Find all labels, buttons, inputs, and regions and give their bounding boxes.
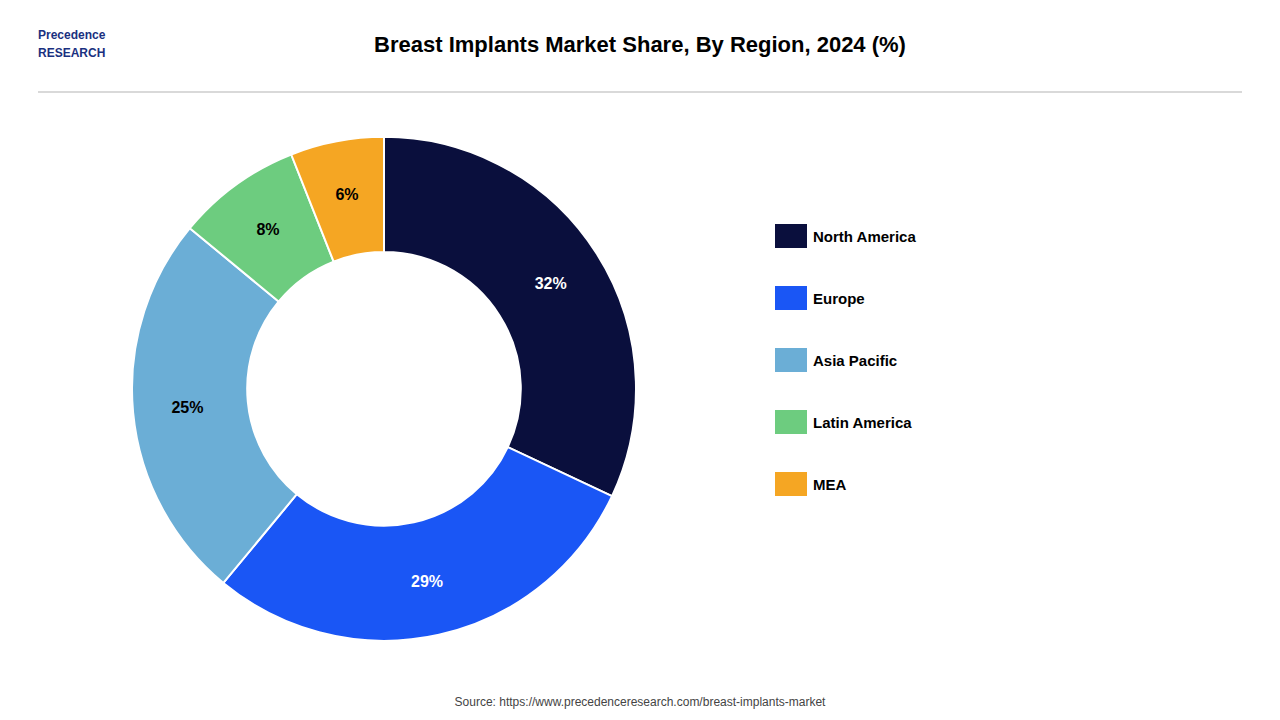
svg-text:Precedence: Precedence bbox=[38, 28, 106, 42]
svg-text:8%: 8% bbox=[256, 221, 279, 238]
svg-text:25%: 25% bbox=[171, 399, 203, 416]
svg-text:32%: 32% bbox=[535, 275, 567, 292]
svg-text:Breast Implants Market Share,: Breast Implants Market Share, By Region,… bbox=[374, 32, 906, 57]
svg-text:Source: https://www.precedence: Source: https://www.precedenceresearch.c… bbox=[455, 695, 826, 709]
svg-text:Asia Pacific: Asia Pacific bbox=[813, 352, 897, 369]
svg-text:6%: 6% bbox=[335, 186, 358, 203]
svg-text:North America: North America bbox=[813, 228, 916, 245]
svg-text:Latin America: Latin America bbox=[813, 414, 912, 431]
svg-text:MEA: MEA bbox=[813, 476, 847, 493]
svg-text:RESEARCH: RESEARCH bbox=[38, 46, 105, 60]
svg-text:29%: 29% bbox=[411, 573, 443, 590]
svg-text:Europe: Europe bbox=[813, 290, 865, 307]
